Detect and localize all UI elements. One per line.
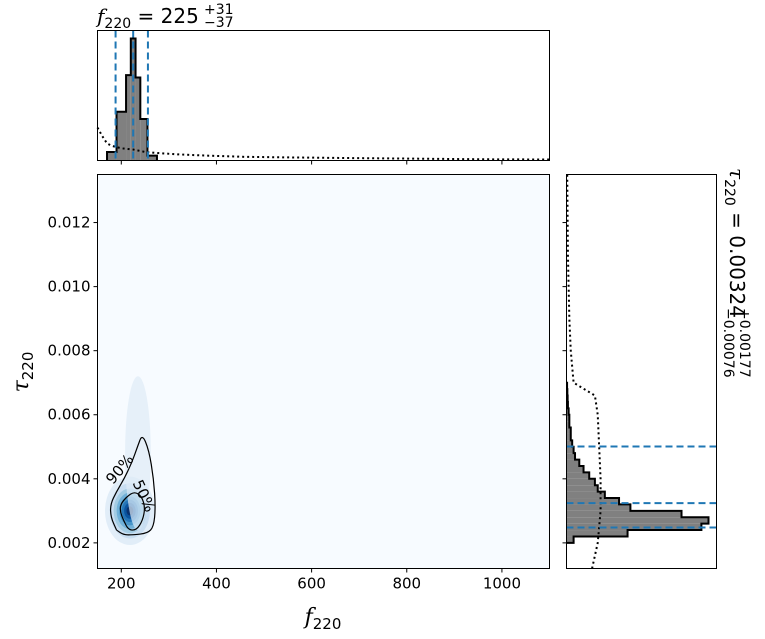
joint-panel: 50%90% 200 400 600 800 1000 0.0020.0040.0060… bbox=[9, 174, 550, 633]
joint-x-ticks: 200 400 600 800 1000 bbox=[107, 568, 521, 593]
y-axis-subscript: 220 bbox=[19, 352, 37, 381]
y-tick-label: 0.008 bbox=[48, 342, 91, 360]
tau220-hist-bar bbox=[566, 459, 580, 466]
x-tick-label: 1000 bbox=[483, 575, 521, 593]
top-title: f220 = 225 bbox=[95, 4, 199, 32]
joint-background bbox=[97, 174, 550, 569]
f220-hist-bar bbox=[147, 155, 157, 161]
tau220-hist-bar bbox=[566, 498, 620, 505]
top-panel-frame bbox=[97, 30, 550, 161]
right-title-value: 0.00324 bbox=[725, 235, 749, 318]
joint-y-ticks: 0.002 0.004 0.006 0.008 0.010 0.012 bbox=[48, 214, 98, 552]
right-title: τ220 = 0.00324 +0.00177 −0.00076 bbox=[720, 168, 752, 378]
f220-prior-curve bbox=[96, 127, 550, 161]
right-title-text: τ220 = 0.00324 bbox=[721, 168, 749, 318]
f220-hist-bar bbox=[135, 77, 141, 161]
y-axis-label: τ220 bbox=[9, 352, 37, 393]
tau220-hist-bar bbox=[566, 485, 598, 492]
tau220-hist-bar bbox=[566, 421, 570, 428]
f220-hist-bar bbox=[126, 75, 131, 161]
tau220-hist-bar bbox=[566, 517, 709, 524]
right-title-minus: −0.00076 bbox=[720, 308, 736, 378]
contour-50-line bbox=[119, 492, 145, 531]
tau220-hist-bar bbox=[566, 427, 571, 434]
contour-90-line bbox=[109, 436, 156, 536]
f220-prior-line bbox=[96, 127, 550, 161]
tau220-hist-bar bbox=[566, 530, 628, 537]
y-tick-label: 0.004 bbox=[48, 470, 91, 488]
right-title-subscript: 220 bbox=[721, 179, 737, 206]
tau220-hist-bar bbox=[566, 465, 584, 473]
top-panel-x-ticks bbox=[120, 160, 503, 165]
density-tail bbox=[125, 376, 151, 531]
tau220-hist-bar bbox=[566, 408, 569, 415]
tau220-prior-line bbox=[566, 174, 602, 569]
right-panel-y-ticks bbox=[562, 222, 567, 544]
tau220-hist-bar bbox=[566, 491, 605, 499]
f220-hist-bar bbox=[140, 119, 148, 161]
tau220-quantile-lines bbox=[566, 445, 717, 529]
tau220-hist-bar bbox=[566, 510, 682, 518]
top-marginal-panel: f220 = 225 +31 −37 bbox=[95, 2, 550, 165]
x-axis-subscript: 220 bbox=[313, 615, 342, 633]
y-tick-label: 0.010 bbox=[48, 278, 91, 296]
right-title-symbol: τ bbox=[725, 168, 749, 180]
right-panel-frame bbox=[566, 174, 717, 569]
f220-hist-bar bbox=[116, 111, 127, 161]
x-tick-label: 200 bbox=[107, 575, 136, 593]
f220-hist-bar bbox=[107, 151, 117, 161]
joint-panel-frame bbox=[97, 174, 550, 569]
tau220-histogram bbox=[566, 381, 710, 544]
joint-contours: 50%90% bbox=[102, 436, 159, 536]
tau220-hist-bar bbox=[566, 478, 595, 486]
tau220-hist-bar bbox=[566, 433, 571, 441]
right-marginal-panel: τ220 = 0.00324 +0.00177 −0.00076 bbox=[562, 168, 752, 569]
x-tick-label: 600 bbox=[297, 575, 326, 593]
joint-density bbox=[105, 376, 155, 546]
y-tick-label: 0.012 bbox=[48, 214, 91, 232]
right-title-eq: = bbox=[725, 206, 749, 235]
tau220-hist-bar bbox=[566, 504, 631, 511]
f220-histogram bbox=[106, 37, 158, 161]
tau220-hist-bar bbox=[566, 414, 570, 422]
y-axis-symbol: τ bbox=[9, 379, 34, 392]
x-axis-label: f220 bbox=[303, 605, 342, 633]
right-title-plus: +0.00177 bbox=[736, 308, 752, 378]
tau220-prior-curve bbox=[566, 174, 602, 569]
top-title-value: 225 bbox=[161, 4, 199, 28]
top-title-eq: = bbox=[131, 4, 160, 28]
top-title-plus: +31 bbox=[204, 2, 234, 18]
y-tick-label: 0.006 bbox=[48, 406, 91, 424]
tau220-hist-bar bbox=[566, 536, 574, 543]
tau220-hist-bar bbox=[566, 440, 573, 447]
x-tick-label: 400 bbox=[202, 575, 231, 593]
tau220-hist-bar bbox=[566, 453, 576, 460]
tau220-hist-bar bbox=[566, 446, 574, 454]
tau220-hist-bar bbox=[566, 472, 590, 479]
top-title-minus: −37 bbox=[204, 15, 234, 31]
x-tick-label: 800 bbox=[392, 575, 421, 593]
y-tick-label: 0.002 bbox=[48, 534, 91, 552]
tau220-hist-outline bbox=[566, 381, 710, 544]
top-title-subscript: 220 bbox=[104, 16, 131, 32]
